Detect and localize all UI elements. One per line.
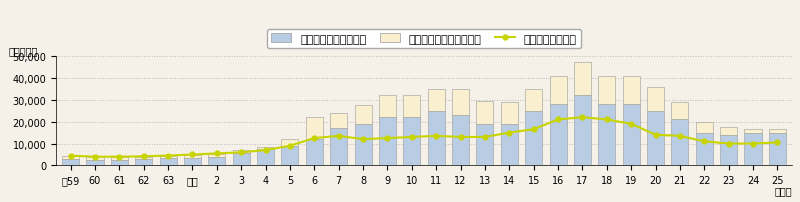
Bar xyxy=(501,102,518,124)
Bar xyxy=(428,111,445,166)
Text: （年）: （年） xyxy=(774,185,792,195)
Bar xyxy=(111,157,128,160)
Bar xyxy=(476,101,494,124)
Bar xyxy=(354,124,372,166)
Bar xyxy=(135,157,152,160)
Bar xyxy=(306,139,323,166)
Bar xyxy=(354,106,372,124)
Bar xyxy=(159,159,177,166)
Bar xyxy=(452,89,469,116)
Bar xyxy=(257,147,274,149)
Bar xyxy=(428,89,445,111)
Bar xyxy=(745,130,762,133)
Bar xyxy=(647,87,664,111)
Bar xyxy=(86,160,103,166)
Bar xyxy=(184,158,201,166)
Bar xyxy=(86,158,103,160)
Bar xyxy=(525,111,542,166)
Bar xyxy=(671,120,689,166)
Bar xyxy=(671,102,689,120)
Bar xyxy=(330,128,347,166)
Legend: 刑法犯検振件数（件）, 特別法犯検振件数（件）, 総検挙人員（人）: 刑法犯検振件数（件）, 特別法犯検振件数（件）, 総検挙人員（人） xyxy=(267,30,581,49)
Bar xyxy=(598,76,615,105)
Bar xyxy=(745,133,762,166)
Bar xyxy=(111,160,128,166)
Bar xyxy=(525,89,542,111)
Bar xyxy=(403,96,420,118)
Bar xyxy=(159,156,177,159)
Bar xyxy=(696,133,713,166)
Bar xyxy=(622,105,640,166)
Bar xyxy=(257,149,274,166)
Bar xyxy=(330,113,347,128)
Bar xyxy=(501,124,518,166)
Bar xyxy=(306,118,323,139)
Bar xyxy=(574,63,591,96)
Bar xyxy=(282,146,298,166)
Bar xyxy=(476,124,494,166)
Bar xyxy=(403,118,420,166)
Bar xyxy=(769,130,786,133)
Bar xyxy=(720,135,737,166)
Bar xyxy=(769,133,786,166)
Bar xyxy=(208,154,226,157)
Bar xyxy=(379,118,396,166)
Bar xyxy=(135,160,152,166)
Bar xyxy=(62,160,79,166)
Bar xyxy=(550,105,566,166)
Bar xyxy=(184,155,201,158)
Bar xyxy=(720,127,737,135)
Bar xyxy=(622,76,640,105)
Bar xyxy=(696,122,713,133)
Bar xyxy=(647,111,664,166)
Bar xyxy=(452,116,469,166)
Text: （件・人）: （件・人） xyxy=(8,45,38,56)
Bar xyxy=(282,139,298,146)
Bar xyxy=(598,105,615,166)
Bar xyxy=(233,150,250,154)
Bar xyxy=(62,156,79,160)
Bar xyxy=(233,154,250,166)
Bar xyxy=(379,96,396,118)
Bar xyxy=(208,157,226,166)
Bar xyxy=(550,76,566,105)
Bar xyxy=(574,96,591,166)
